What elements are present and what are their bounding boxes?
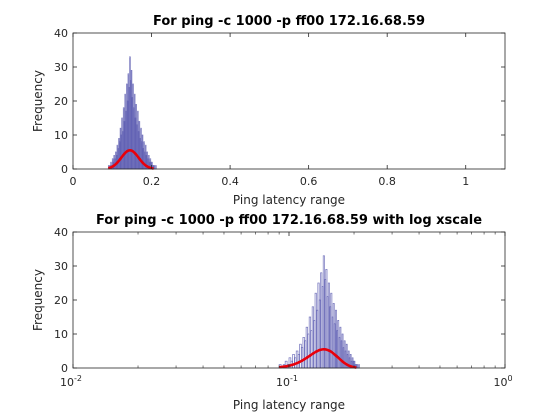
histogram-bar	[356, 364, 359, 369]
x-axis-label: Ping latency range	[233, 398, 345, 412]
y-tick-label: 0	[61, 163, 68, 176]
y-tick-label: 40	[54, 226, 68, 239]
x-tick-label: 10-2	[60, 374, 82, 389]
x-axis-label: Ping latency range	[233, 193, 345, 207]
histogram-bar	[358, 364, 360, 369]
x-tick-label: 100	[493, 374, 512, 389]
y-axis-label: Frequency	[31, 70, 45, 132]
y-tick-label: 30	[54, 61, 68, 74]
histogram-bar	[155, 165, 157, 170]
x-tick-label: 10-1	[276, 374, 298, 389]
x-tick-label: 0.4	[221, 175, 239, 188]
fit-curve	[278, 348, 357, 369]
axes-box	[72, 231, 506, 369]
histogram-bars	[278, 255, 360, 369]
x-tick-label: 1	[462, 175, 469, 188]
histogram-bar	[153, 165, 156, 170]
y-tick-label: 10	[54, 129, 68, 142]
x-tick-label: 0	[70, 175, 77, 188]
y-tick-label: 30	[54, 260, 68, 273]
y-tick-label: 40	[54, 27, 68, 40]
chart-2: For ping -c 1000 -p ff00 172.16.68.59 wi…	[31, 213, 513, 412]
chart-title: For ping -c 1000 -p ff00 172.16.68.59	[153, 14, 425, 29]
chart-1: For ping -c 1000 -p ff00 172.16.68.59010…	[31, 14, 506, 207]
y-axis-label: Frequency	[31, 269, 45, 331]
x-tick-label: 0.2	[143, 175, 161, 188]
x-tick-label: 0.8	[378, 175, 396, 188]
y-tick-label: 10	[54, 328, 68, 341]
y-tick-label: 0	[61, 362, 68, 375]
x-tick-label: 0.6	[300, 175, 318, 188]
fit-curve	[107, 149, 155, 170]
axes-box	[72, 32, 506, 170]
y-tick-label: 20	[54, 294, 68, 307]
y-tick-label: 20	[54, 95, 68, 108]
chart-title: For ping -c 1000 -p ff00 172.16.68.59 wi…	[96, 213, 482, 228]
